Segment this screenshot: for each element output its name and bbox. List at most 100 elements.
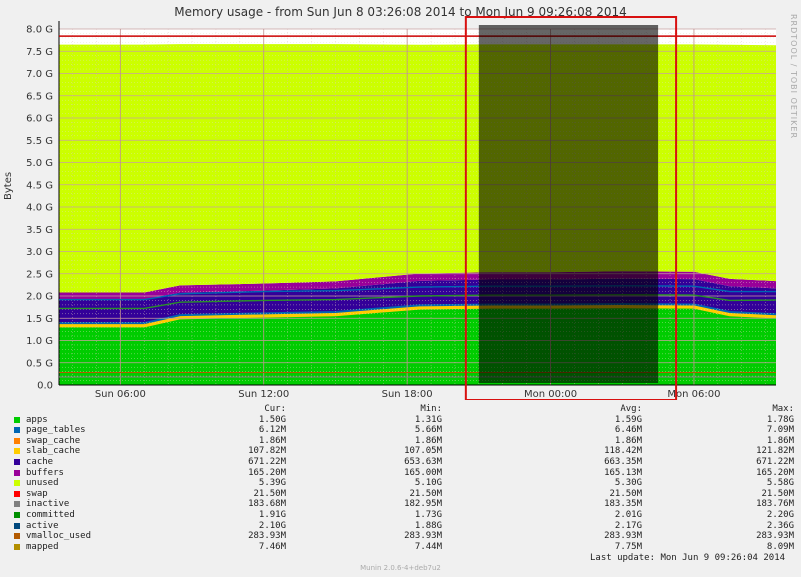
legend-cur: 107.82M bbox=[248, 446, 286, 457]
legend-cur: 5.39G bbox=[258, 478, 286, 489]
legend-min: 653.63M bbox=[404, 456, 442, 467]
y-tick-label: 4.5 G bbox=[26, 180, 53, 191]
legend-name: inactive bbox=[26, 499, 70, 510]
legend-row-swap: swap 21.50M 21.50M 21.50M 21.50M bbox=[14, 489, 796, 500]
y-tick-label: 4.0 G bbox=[26, 203, 53, 214]
legend-name: swap bbox=[26, 488, 48, 499]
selection-shade bbox=[478, 25, 659, 383]
legend-avg: 183.35M bbox=[604, 499, 642, 510]
legend-cur: 671.22M bbox=[248, 456, 286, 467]
legend-max: 165.20M bbox=[756, 467, 794, 478]
legend-cur: 1.91G bbox=[258, 509, 286, 520]
y-tick-label: 5.5 G bbox=[26, 136, 53, 147]
legend-avg: 663.35M bbox=[604, 456, 642, 467]
x-tick-label: Sun 18:00 bbox=[382, 389, 433, 400]
selection-overlay bbox=[464, 16, 678, 400]
legend-row-cache: cache 671.22M 653.63M 663.35M 671.22M bbox=[14, 457, 796, 468]
legend-min: 5.10G bbox=[414, 478, 442, 489]
legend-swatch bbox=[14, 490, 20, 497]
legend-swatch bbox=[14, 480, 20, 487]
legend-rows: apps 1.50G 1.31G 1.59G 1.78G page_tables 6.12M… bbox=[14, 415, 796, 553]
legend-table: Cur: Min: Avg: Max: apps 1.50G 1.31G 1.59G 1… bbox=[14, 404, 796, 552]
y-tick-label: 8.0 G bbox=[26, 25, 53, 36]
legend-cur: 7.46M bbox=[258, 541, 286, 552]
legend-avg: 21.50M bbox=[609, 488, 642, 499]
legend-avg: 165.13M bbox=[604, 467, 642, 478]
chart-title: Memory usage - from Sun Jun 8 03:26:08 2… bbox=[174, 5, 627, 19]
line-active bbox=[59, 285, 776, 301]
legend-swatch bbox=[14, 458, 20, 465]
y-tick-label: 6.0 G bbox=[26, 114, 53, 125]
legend-name: slab_cache bbox=[26, 446, 81, 457]
legend-header-max: Max: bbox=[772, 404, 794, 414]
legend-cur: 21.50M bbox=[253, 488, 286, 499]
memory-usage-chart: 0.0 0.5 G 1.0 G 1.5 G 2.0 G 2.5 G 3.0 G 3.5 G 4.… bbox=[26, 16, 777, 400]
legend-min: 283.93M bbox=[404, 531, 442, 542]
legend-swatch bbox=[14, 427, 20, 434]
legend-swatch bbox=[14, 543, 20, 550]
legend-name: swap_cache bbox=[26, 435, 81, 446]
last-update: Last update: Mon Jun 9 09:26:04 2014 bbox=[590, 553, 786, 563]
legend-header-cur: Cur: bbox=[264, 404, 286, 414]
legend-row-page-tables: page_tables 6.12M 5.66M 6.46M 7.09M bbox=[14, 425, 796, 436]
legend-min: 165.00M bbox=[404, 467, 442, 478]
y-tick-label: 1.0 G bbox=[26, 336, 53, 347]
legend-min: 1.73G bbox=[414, 509, 442, 520]
legend-max: 5.58G bbox=[766, 478, 794, 489]
legend-name: mapped bbox=[26, 541, 59, 552]
legend-min: 1.86M bbox=[414, 435, 442, 446]
legend-swatch bbox=[14, 501, 20, 508]
legend-min: 182.95M bbox=[404, 499, 442, 510]
x-tick-label: Sun 12:00 bbox=[238, 389, 289, 400]
y-tick-label: 7.5 G bbox=[26, 47, 53, 58]
line-committed bbox=[59, 293, 777, 310]
y-tick-label: 0.0 bbox=[37, 381, 53, 392]
area-slab-cache bbox=[59, 304, 777, 328]
legend-avg: 1.86M bbox=[614, 435, 642, 446]
legend-cur: 183.68M bbox=[248, 499, 286, 510]
legend-name: unused bbox=[26, 478, 59, 489]
y-tick-label: 3.5 G bbox=[26, 225, 53, 236]
legend-row-vmalloc-used: vmalloc_used 283.93M 283.93M 283.93M 283.93M bbox=[14, 531, 796, 542]
legend-swatch bbox=[14, 416, 20, 423]
legend-max: 7.09M bbox=[766, 425, 794, 436]
legend-row-mapped: mapped 7.46M 7.44M 7.75M 8.09M bbox=[14, 542, 796, 553]
legend-name: vmalloc_used bbox=[26, 531, 92, 542]
legend-max: 2.20G bbox=[766, 509, 794, 520]
y-tick-labels: 0.0 0.5 G 1.0 G 1.5 G 2.0 G 2.5 G 3.0 G 3.5 G 4.… bbox=[26, 25, 53, 392]
legend-cur: 283.93M bbox=[248, 531, 286, 542]
legend-header: Cur: Min: Avg: Max: bbox=[14, 404, 796, 415]
legend-row-unused: unused 5.39G 5.10G 5.30G 5.58G bbox=[14, 478, 796, 489]
y-tick-label: 2.0 G bbox=[26, 292, 53, 303]
rrdtool-credit: RRDTOOL / TOBI OETIKER bbox=[789, 14, 798, 140]
legend-row-slab-cache: slab_cache 107.82M 107.05M 118.42M 121.82M bbox=[14, 446, 796, 457]
legend-header-avg: Avg: bbox=[620, 404, 642, 414]
legend-row-buffers: buffers 165.20M 165.00M 165.13M 165.20M bbox=[14, 468, 796, 479]
legend-avg: 5.30G bbox=[614, 478, 642, 489]
legend-row-swap-cache: swap_cache 1.86M 1.86M 1.86M 1.86M bbox=[14, 436, 796, 447]
legend-max: 283.93M bbox=[756, 531, 794, 542]
legend-avg: 6.46M bbox=[614, 425, 642, 436]
legend-max: 671.22M bbox=[756, 456, 794, 467]
area-page-tables bbox=[59, 303, 777, 325]
area-unused bbox=[59, 44, 776, 293]
legend-max: 21.50M bbox=[761, 488, 794, 499]
legend-row-active: active 2.10G 1.88G 2.17G 2.36G bbox=[14, 521, 796, 532]
legend-min: 7.44M bbox=[414, 541, 442, 552]
legend-name: active bbox=[26, 520, 59, 531]
legend-avg: 1.59G bbox=[614, 414, 642, 425]
x-tick-labels: Sun 06:00 Sun 12:00 Sun 18:00 Mon 00:00 Mon … bbox=[95, 389, 721, 400]
y-tick-label: 2.5 G bbox=[26, 269, 53, 280]
legend-cur: 2.10G bbox=[258, 520, 286, 531]
legend-min: 107.05M bbox=[404, 446, 442, 457]
y-tick-label: 7.0 G bbox=[26, 69, 53, 80]
legend-max: 8.09M bbox=[766, 541, 794, 552]
legend-min: 21.50M bbox=[409, 488, 442, 499]
legend-avg: 118.42M bbox=[604, 446, 642, 457]
munin-version: Munin 2.0.6-4+deb7u2 bbox=[360, 564, 441, 572]
legend-cur: 165.20M bbox=[248, 467, 286, 478]
legend-swatch bbox=[14, 522, 20, 529]
stacked-areas bbox=[59, 44, 777, 385]
legend-max: 183.76M bbox=[756, 499, 794, 510]
legend-avg: 283.93M bbox=[604, 531, 642, 542]
